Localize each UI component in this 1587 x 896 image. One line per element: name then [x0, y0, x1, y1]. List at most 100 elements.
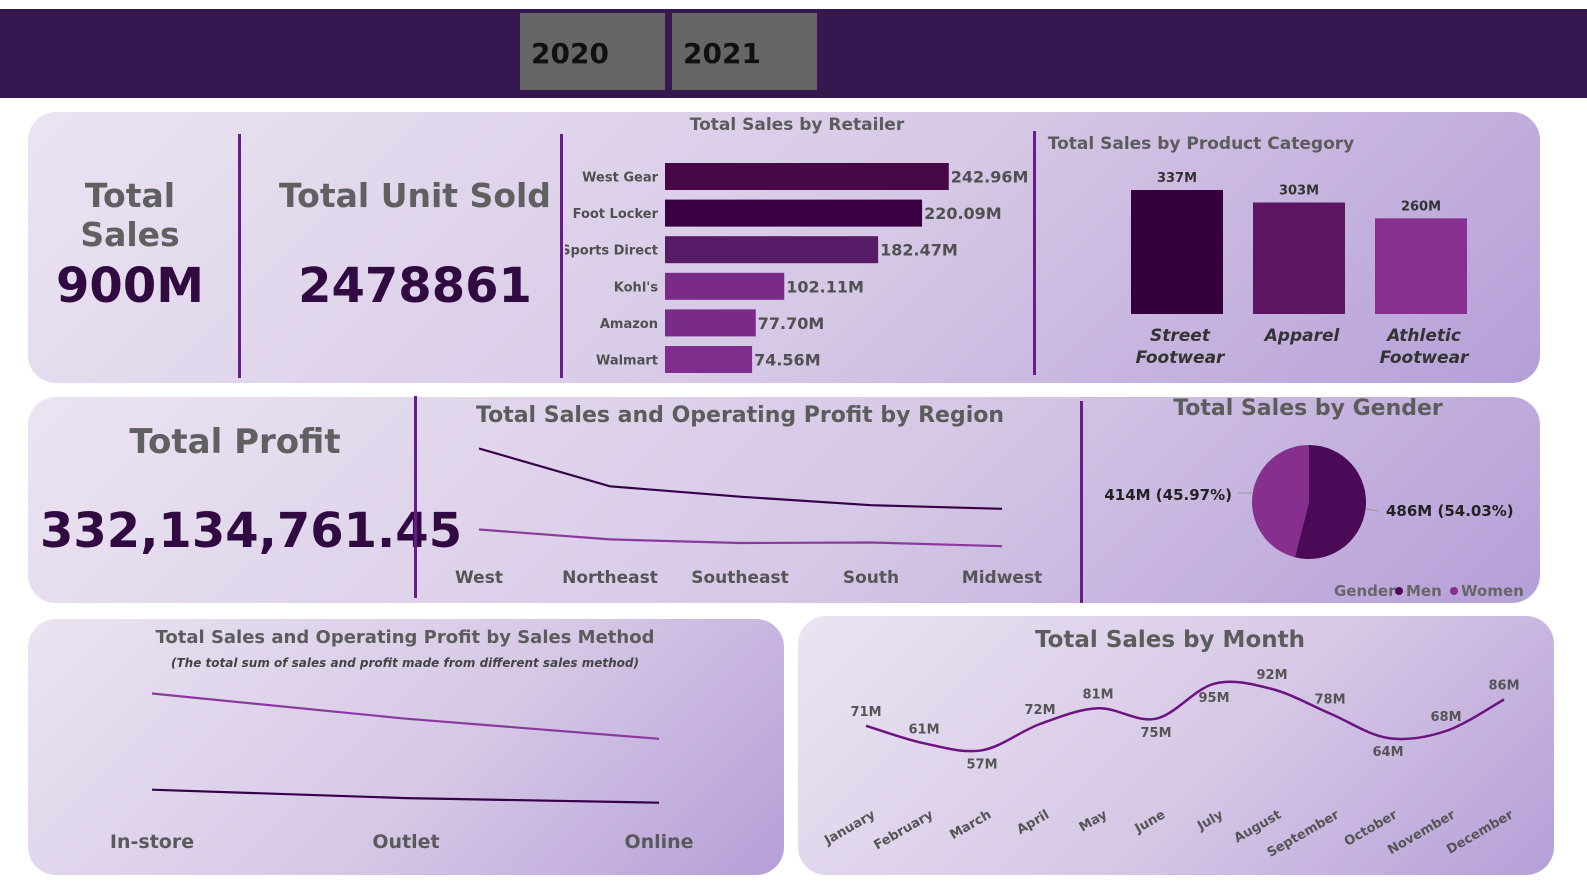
- method-series-line: [151, 788, 660, 804]
- region-tick-label: Midwest: [962, 568, 1042, 588]
- retailer-chart-title: Total Sales by Retailer: [689, 115, 905, 135]
- category-bar: [1131, 190, 1223, 314]
- month-tick-label: January: [821, 807, 878, 849]
- region-line-chart: West Northeast Southeast South Midwest: [455, 447, 1042, 588]
- method-chart-title: Total Sales and Operating Profit by Sale…: [155, 627, 655, 648]
- month-data-label: 95M: [1198, 691, 1229, 706]
- gender-legend-title: Gender: [1334, 582, 1396, 600]
- month-data-label: 61M: [908, 722, 939, 737]
- divider: [414, 396, 417, 598]
- month-data-label: 72M: [1024, 703, 1055, 718]
- region-tick-label: West: [455, 568, 503, 588]
- sales-method-line-chart: In-store Outlet Online: [110, 692, 694, 853]
- category-data-label: 260M: [1401, 199, 1441, 214]
- region-tick-label: South: [843, 568, 899, 588]
- category-tick-label: Athletic: [1385, 326, 1461, 346]
- gender-leader-line: [1365, 508, 1379, 512]
- category-data-label: 337M: [1157, 171, 1197, 186]
- month-data-label: 92M: [1256, 668, 1287, 683]
- gender-pie-chart: 486M (54.03%) 414M (45.97%) Gender Men Women: [1104, 445, 1524, 600]
- month-series-line: [865, 680, 1505, 753]
- month-data-label: 78M: [1314, 693, 1345, 708]
- retailer-bar: [665, 346, 753, 373]
- month-tick-label: May: [1077, 807, 1111, 835]
- total-profit-value: 332,134,761.45: [40, 503, 463, 559]
- retailer-bar: [665, 309, 756, 337]
- retailer-data-label: 182.47M: [880, 241, 958, 260]
- gender-legend-women: Women: [1461, 582, 1524, 600]
- retailer-category-label: Walmart: [596, 354, 658, 369]
- method-tick-label: Online: [624, 831, 693, 853]
- month-data-label: 57M: [966, 757, 997, 772]
- retailer-category-label: Foot Locker: [573, 207, 659, 222]
- region-series-line: [478, 447, 1003, 510]
- gender-data-label-women: 414M (45.97%): [1104, 486, 1232, 504]
- gender-data-label-men: 486M (54.03%): [1386, 502, 1514, 520]
- gender-pie-slice: [1252, 445, 1309, 558]
- retailer-bar: [665, 236, 879, 264]
- retailer-bar: [665, 163, 949, 190]
- category-tick-label: Footwear: [1136, 348, 1226, 368]
- region-chart-title: Total Sales and Operating Profit by Regi…: [475, 403, 1005, 428]
- total-units-label: Total Unit Sold: [279, 176, 551, 215]
- region-tick-label: Southeast: [691, 568, 789, 588]
- retailer-data-label: 102.11M: [786, 277, 864, 296]
- divider: [560, 134, 563, 378]
- category-tick-label: Apparel: [1263, 326, 1341, 346]
- month-chart-title: Total Sales by Month: [1034, 627, 1305, 653]
- region-series-line: [478, 528, 1003, 548]
- retailer-category-label: West Gear: [582, 171, 658, 186]
- month-tick-label: April: [1014, 807, 1052, 837]
- category-bar: [1375, 218, 1467, 314]
- month-tick-label: July: [1194, 807, 1226, 834]
- retailer-bar: [665, 272, 785, 300]
- month-line-chart: 71M January 61M February 57M March 72M April 81M…: [821, 668, 1519, 861]
- retailer-category-label: Amazon: [600, 317, 658, 332]
- month-data-label: 71M: [850, 705, 881, 720]
- category-bar-chart: 337MStreetFootwear303MApparel260MAthleti…: [1131, 171, 1470, 368]
- sales-method-card: [28, 619, 784, 875]
- category-tick-label: Footwear: [1380, 348, 1470, 368]
- divider: [238, 134, 241, 378]
- method-chart-subtitle: (The total sum of sales and profit made …: [171, 656, 639, 670]
- category-tick-label: Street: [1150, 326, 1211, 346]
- retailer-data-label: 242.96M: [951, 168, 1029, 187]
- retailer-category-label: Sports Direct: [565, 244, 658, 259]
- method-series-line: [151, 692, 660, 740]
- retailer-category-label: Kohl's: [614, 280, 658, 295]
- category-chart-title: Total Sales by Product Category: [1047, 134, 1355, 154]
- total-units-value: 2478861: [298, 258, 532, 314]
- month-data-label: 86M: [1488, 679, 1519, 694]
- month-tick-label: June: [1132, 807, 1168, 837]
- gender-pie-slice: [1294, 445, 1367, 559]
- method-tick-label: Outlet: [372, 831, 439, 853]
- total-sales-label: Total Sales: [80, 176, 180, 254]
- month-tick-label: March: [947, 807, 994, 843]
- month-data-label: 68M: [1430, 710, 1461, 725]
- month-data-label: 64M: [1372, 745, 1403, 760]
- year-2021-button[interactable]: 2021: [672, 13, 817, 90]
- divider: [1033, 131, 1036, 375]
- retailer-bar: [665, 199, 923, 227]
- year-2020-button[interactable]: 2020: [520, 13, 665, 90]
- month-card: [798, 616, 1554, 875]
- month-tick-label: February: [872, 807, 937, 853]
- month-data-label: 81M: [1082, 687, 1113, 702]
- retailer-data-label: 220.09M: [924, 204, 1002, 223]
- region-tick-label: Northeast: [562, 568, 658, 588]
- method-tick-label: In-store: [110, 831, 194, 853]
- gender-legend-marker-men: [1395, 587, 1403, 595]
- gender-legend-men: Men: [1406, 582, 1442, 600]
- retailer-data-label: 77.70M: [758, 314, 825, 333]
- retailer-data-label: 74.56M: [754, 351, 821, 370]
- month-data-label: 75M: [1140, 726, 1171, 741]
- category-data-label: 303M: [1279, 184, 1319, 199]
- category-bar: [1253, 202, 1345, 314]
- gender-chart-title: Total Sales by Gender: [1173, 396, 1443, 421]
- month-tick-label: December: [1444, 807, 1516, 857]
- divider: [1080, 401, 1083, 603]
- total-sales-value: 900M: [56, 258, 204, 314]
- retailer-bar-chart: West Gear 242.96M Foot Locker 220.09M Sports…: [565, 163, 1029, 373]
- total-profit-label: Total Profit: [129, 422, 341, 462]
- gender-legend-marker-women: [1450, 587, 1458, 595]
